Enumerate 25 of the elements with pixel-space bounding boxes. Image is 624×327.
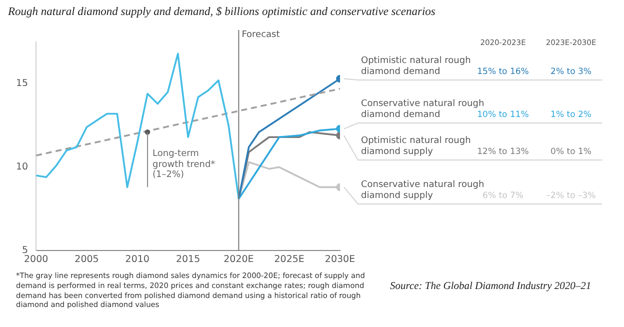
x-tick-label: 2020E	[224, 254, 254, 265]
text: –2% to –3%	[546, 191, 596, 201]
text: 2% to 3%	[550, 67, 592, 77]
x-tick-label: 2030E	[324, 254, 356, 265]
text: 0% to 1%	[550, 147, 592, 157]
x-tick-label: 2015	[176, 254, 200, 265]
source-note: Source: The Global Diamond Industry 2020–21	[390, 281, 592, 292]
x-tick-label: 2005	[74, 254, 99, 265]
chart-title: Rough natural diamond supply and demand, $ billions optimistic and conservative scenarios	[8, 6, 436, 18]
text: Optimistic natural rough diamond supply	[361, 136, 471, 156]
text: Optimistic natural rough diamond demand	[361, 56, 471, 76]
text: Conservative natural rough diamond supply	[361, 180, 484, 200]
y-tick-label: 5	[22, 245, 28, 256]
text: 6% to 7%	[482, 191, 524, 201]
text: 1% to 2%	[550, 110, 592, 120]
ref-line-label: Forecast	[242, 30, 280, 40]
text: 10% to 11%	[477, 110, 529, 120]
y-tick-label: 15	[16, 78, 28, 90]
text: 12% to 13%	[477, 147, 529, 157]
x-tick-label: 2025E	[274, 254, 304, 265]
annotation: Long-term growth trend* (1–2%)	[152, 149, 216, 181]
y-tick-label: 10	[16, 162, 28, 173]
x-tick-label: 2010	[125, 254, 150, 265]
x-tick-label: 2000	[24, 254, 48, 265]
text: 15% to 16%	[477, 67, 529, 77]
